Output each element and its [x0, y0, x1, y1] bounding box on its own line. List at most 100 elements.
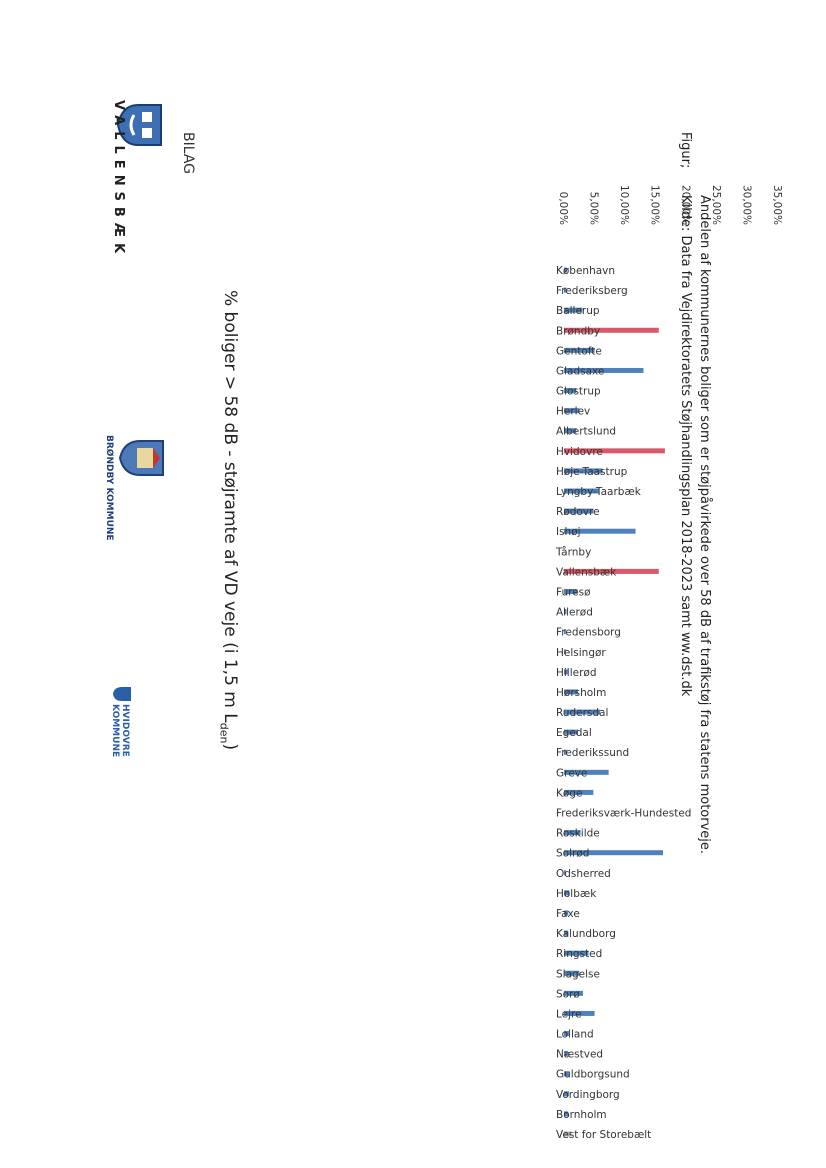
bar	[564, 1051, 568, 1057]
category-label: Brøndby	[556, 325, 600, 337]
category-label: Høje-Taastrup	[556, 466, 628, 478]
bar	[563, 749, 568, 755]
category-label: Ishøj	[556, 526, 581, 538]
category-label: Næstved	[556, 1049, 603, 1061]
bar	[563, 1010, 595, 1016]
category-label: Ballerup	[556, 305, 600, 317]
category-label: Herlev	[556, 406, 590, 418]
bar	[564, 789, 594, 795]
category-label: Helsingør	[556, 647, 606, 659]
bar	[563, 287, 567, 293]
category-label: Sorø	[556, 988, 580, 1000]
category-label: Ringsted	[556, 948, 602, 960]
category-label: Rudersdal	[556, 707, 608, 719]
bar	[564, 769, 609, 775]
bar	[563, 950, 589, 956]
bar	[563, 347, 595, 353]
bar	[563, 910, 569, 916]
bar	[563, 327, 659, 333]
category-label: Hvidovre	[556, 446, 603, 458]
category-label: Vordingborg	[556, 1089, 620, 1101]
category-label: Køge	[556, 787, 582, 799]
y-tick-label: 15,00%	[649, 185, 661, 225]
bar	[564, 448, 665, 454]
bar	[563, 850, 664, 856]
category-label: Frederiksberg	[556, 285, 628, 297]
bar	[564, 388, 577, 394]
bar	[564, 649, 566, 655]
category-label: København	[556, 265, 615, 277]
y-tick-label: 35,00%	[771, 185, 783, 225]
brondby-crest-icon	[118, 440, 164, 476]
bar	[564, 870, 566, 876]
bar	[563, 990, 583, 996]
category-label: Rødovre	[556, 506, 600, 518]
category-label: Bornholm	[556, 1109, 607, 1121]
caption-label: Figur;	[678, 132, 693, 169]
bar	[563, 709, 601, 715]
category-label: Egedal	[556, 727, 592, 739]
y-tick-label: 0,00%	[557, 192, 569, 225]
category-label: Furesø	[556, 586, 591, 598]
bar	[564, 528, 636, 534]
category-label: Slagelse	[556, 968, 600, 980]
bar	[563, 609, 567, 615]
bar	[564, 830, 581, 836]
bar	[564, 890, 570, 896]
bar	[563, 1091, 569, 1097]
bar	[563, 729, 579, 735]
bar	[563, 1111, 569, 1117]
y-tick-label: 10,00%	[618, 185, 630, 225]
category-label: Solrød	[556, 848, 589, 860]
category-label: Frederiksværk-Hundested	[556, 808, 692, 820]
category-label: Lolland	[556, 1029, 594, 1041]
bar	[563, 1071, 569, 1077]
category-label: Hørsholm	[556, 687, 606, 699]
bar	[564, 367, 644, 373]
category-label: Albertslund	[556, 426, 616, 438]
category-label: Greve	[556, 767, 587, 779]
category-label: Frederikssund	[556, 747, 629, 759]
bar	[563, 689, 579, 695]
category-label: Lyngby-Taarbæk	[556, 486, 642, 498]
y-tick-label: 5,00%	[588, 192, 600, 225]
bar	[564, 508, 594, 514]
y-tick-label: 30,00%	[740, 185, 752, 225]
caption-line2: Kilde: Data fra Vejdirektoratets Støjhan…	[678, 195, 693, 697]
bar	[563, 930, 569, 936]
category-label: Gladsaxe	[556, 365, 604, 377]
category-label: Glostrup	[556, 386, 601, 398]
y-tick-label: 20,00%	[679, 185, 691, 225]
category-label: Tårnby	[555, 545, 591, 558]
category-label: Odsherred	[556, 868, 611, 880]
category-label: Faxe	[556, 908, 580, 920]
bar	[563, 1031, 569, 1037]
bar	[564, 1131, 572, 1137]
bar	[564, 428, 577, 434]
category-label: Hillerød	[556, 667, 597, 679]
category-label: Vallensbæk	[556, 566, 617, 578]
caption-line1: Andelen af kommunernes boliger som er st…	[697, 195, 712, 855]
category-label: Holbæk	[556, 888, 597, 900]
vallensbaek-crest-icon	[116, 104, 162, 146]
category-label: Vest for Storebælt	[556, 1129, 651, 1141]
bar	[564, 669, 568, 675]
bar	[564, 629, 566, 635]
category-label: Roskilde	[556, 828, 600, 840]
bar	[564, 408, 580, 414]
bar	[564, 488, 600, 494]
category-label: Allerød	[556, 607, 593, 619]
y-tick-label: 25,00%	[710, 185, 722, 225]
bar	[563, 267, 568, 273]
bar	[564, 970, 580, 976]
hvidovre-crest-icon	[113, 687, 131, 701]
category-label: Lejre	[556, 1008, 582, 1020]
category-label: Kalundborg	[556, 928, 616, 940]
category-label: Guldborgsund	[556, 1069, 630, 1081]
category-label: Fredensborg	[556, 627, 621, 639]
bar	[563, 568, 659, 574]
bar	[564, 468, 603, 474]
